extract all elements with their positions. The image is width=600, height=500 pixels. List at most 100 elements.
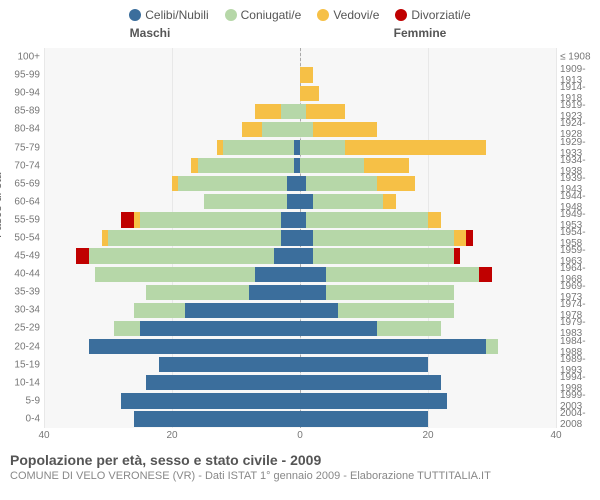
- female-bar: [300, 357, 428, 372]
- female-bar: [300, 248, 460, 263]
- bar-segment: [140, 321, 300, 336]
- age-label: 10-14: [0, 377, 42, 388]
- age-label: 75-79: [0, 142, 42, 153]
- male-bar: [159, 357, 300, 372]
- pyramid-row: [44, 321, 556, 336]
- female-bar: [300, 104, 345, 119]
- pyramid-row: [44, 230, 556, 245]
- age-label: 95-99: [0, 70, 42, 81]
- age-label: 5-9: [0, 395, 42, 406]
- pyramid-row: [44, 122, 556, 137]
- bar-segment: [185, 303, 300, 318]
- bar-segment: [242, 122, 261, 137]
- birth-year-label: 1909-1913: [558, 64, 600, 86]
- female-bar: [300, 393, 447, 408]
- bar-segment: [300, 411, 428, 426]
- bar-segment: [313, 248, 454, 263]
- x-tick-label: 40: [38, 430, 49, 441]
- bar-segment: [287, 194, 300, 209]
- bar-segment: [306, 104, 344, 119]
- female-bar: [300, 411, 428, 426]
- bar-segment: [300, 194, 313, 209]
- bar-segment: [313, 194, 383, 209]
- legend-label: Divorziati/e: [411, 8, 470, 22]
- male-bar: [204, 194, 300, 209]
- bar-segment: [262, 122, 300, 137]
- bar-segment: [300, 158, 364, 173]
- pyramid-row: [44, 393, 556, 408]
- pyramid-row: [44, 285, 556, 300]
- grid-line: [556, 48, 557, 428]
- female-bar: [300, 158, 409, 173]
- bar-segment: [89, 339, 300, 354]
- bar-segment: [364, 158, 409, 173]
- male-bar: [134, 303, 300, 318]
- y-labels-left: 0-45-910-1415-1920-2425-2930-3435-3940-4…: [0, 48, 42, 428]
- legend-swatch: [225, 9, 237, 21]
- pyramid-row: [44, 194, 556, 209]
- female-bar: [300, 212, 441, 227]
- legend-swatch: [317, 9, 329, 21]
- age-label: 60-64: [0, 196, 42, 207]
- bar-segment: [95, 267, 255, 282]
- female-bar: [300, 285, 454, 300]
- x-tick-label: 20: [422, 430, 433, 441]
- pyramid-row: [44, 67, 556, 82]
- y-labels-right: 2004-20081999-20031994-19981989-19931984…: [558, 48, 600, 428]
- bar-segment: [300, 140, 345, 155]
- female-bar: [300, 176, 415, 191]
- x-tick-label: 20: [166, 430, 177, 441]
- legend-label: Celibi/Nubili: [145, 8, 208, 22]
- pyramid-row: [44, 86, 556, 101]
- male-bar: [114, 321, 300, 336]
- female-bar: [300, 140, 486, 155]
- pyramid-row: [44, 267, 556, 282]
- bar-segment: [121, 212, 134, 227]
- chart-title: Popolazione per età, sesso e stato civil…: [10, 452, 590, 468]
- age-label: 65-69: [0, 178, 42, 189]
- legend-label: Coniugati/e: [241, 8, 302, 22]
- bar-segment: [108, 230, 281, 245]
- bar-segment: [377, 321, 441, 336]
- pyramid-row: [44, 158, 556, 173]
- bar-segment: [223, 140, 293, 155]
- age-label: 40-44: [0, 269, 42, 280]
- male-bar: [102, 230, 300, 245]
- bar-segment: [300, 375, 441, 390]
- bar-segment: [300, 339, 486, 354]
- age-label: 50-54: [0, 233, 42, 244]
- bar-segment: [300, 86, 319, 101]
- bar-segment: [338, 303, 453, 318]
- legend-swatch: [129, 9, 141, 21]
- legend-swatch: [395, 9, 407, 21]
- age-label: 90-94: [0, 88, 42, 99]
- age-label: 20-24: [0, 341, 42, 352]
- legend-item: Coniugati/e: [225, 8, 302, 22]
- pyramid-row: [44, 357, 556, 372]
- bar-segment: [134, 411, 300, 426]
- x-labels: 402002040: [44, 430, 556, 444]
- pyramid-row: [44, 303, 556, 318]
- bar-segment: [300, 357, 428, 372]
- bar-segment: [204, 194, 287, 209]
- gender-label-male: Maschi: [0, 26, 300, 40]
- female-bar: [300, 267, 492, 282]
- bar-segment: [249, 285, 300, 300]
- female-bar: [300, 303, 454, 318]
- pyramid-row: [44, 49, 556, 64]
- x-tick-label: 0: [297, 430, 303, 441]
- pyramid-row: [44, 212, 556, 227]
- bar-segment: [377, 176, 415, 191]
- male-bar: [146, 375, 300, 390]
- legend-item: Celibi/Nubili: [129, 8, 208, 22]
- male-bar: [191, 158, 300, 173]
- bar-segment: [300, 393, 447, 408]
- age-label: 45-49: [0, 251, 42, 262]
- bar-segment: [306, 212, 428, 227]
- bar-segment: [287, 176, 300, 191]
- bar-segment: [281, 230, 300, 245]
- bar-segment: [428, 212, 441, 227]
- bar-segment: [383, 194, 396, 209]
- bar-segment: [255, 267, 300, 282]
- bar-segment: [326, 267, 480, 282]
